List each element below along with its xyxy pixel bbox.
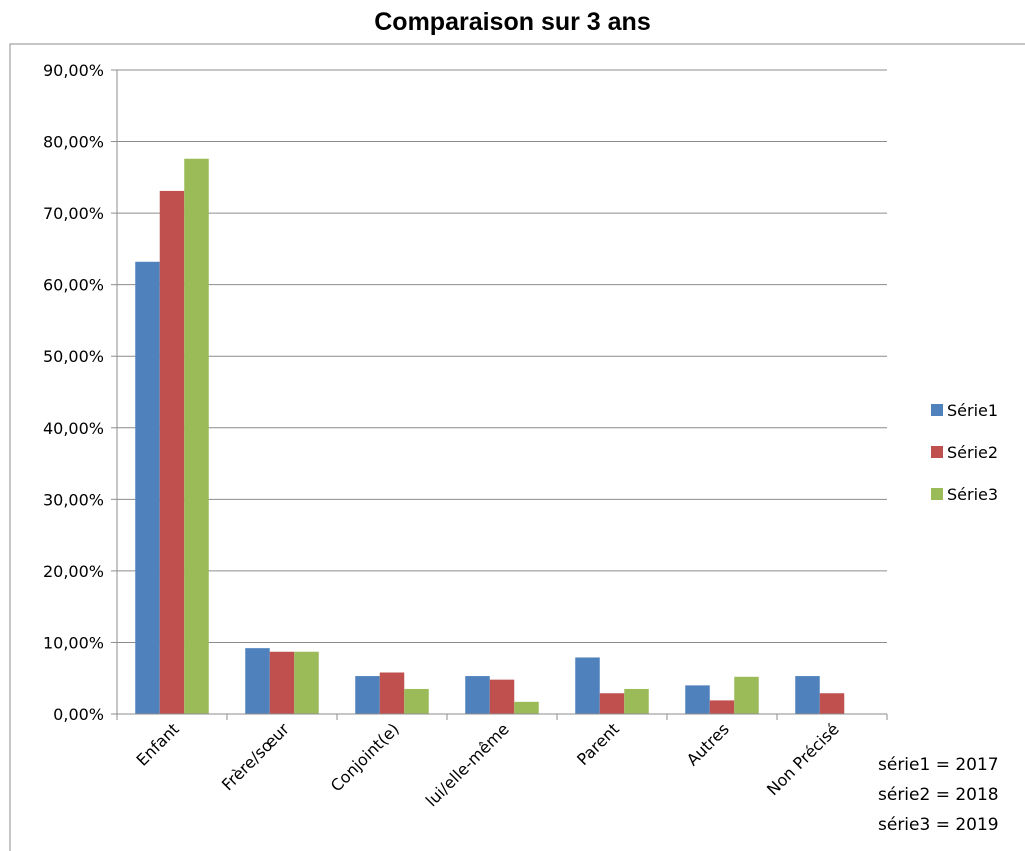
series-note: série3 = 2019 (878, 815, 999, 835)
bar-srie2-2 (379, 672, 405, 714)
y-tick-labels: 0,00% 10,00% 20,00% 30,00% 40,00% 50,00% 60,00… (43, 61, 104, 724)
y-tick-label: 40,00% (43, 419, 104, 438)
bar-srie2-4 (599, 693, 625, 714)
legend-label: Série1 (947, 401, 998, 420)
bar-srie2-6 (819, 693, 845, 714)
bar-srie3-3 (514, 701, 539, 714)
bar-srie2-0 (159, 190, 185, 714)
bar-srie1-1 (245, 648, 270, 714)
bar-srie3-5 (734, 676, 759, 714)
axes (111, 69, 888, 720)
x-category-label: Enfant (133, 719, 183, 769)
bar-srie3-2 (404, 688, 429, 714)
y-tick-label: 10,00% (43, 633, 104, 652)
x-category-label: Autres (683, 719, 733, 769)
x-category-label: Conjoint(e) (327, 719, 403, 795)
bar-srie2-3 (489, 679, 515, 714)
y-tick-label: 0,00% (53, 705, 104, 724)
bar-srie1-2 (355, 676, 380, 714)
legend: Série1 Série2 Série3 (931, 401, 998, 504)
chart-title: Comparaison sur 3 ans (374, 8, 651, 36)
bars (135, 158, 845, 714)
y-tick-label: 60,00% (43, 276, 104, 295)
x-category-label: Frère/sœur (218, 719, 293, 794)
y-tick-label: 90,00% (43, 61, 104, 80)
gridlines (117, 69, 887, 643)
series-note: série1 = 2017 (878, 755, 999, 775)
legend-swatch (931, 446, 943, 458)
x-category-label: Non Précisé (763, 719, 843, 799)
bar-srie1-5 (685, 685, 710, 714)
bar-srie3-0 (184, 158, 209, 714)
y-tick-label: 80,00% (43, 133, 104, 152)
series-note: série2 = 2018 (878, 785, 999, 805)
x-category-labels: Enfant Frère/sœur Conjoint(e) lui/elle-même… (133, 719, 843, 810)
bar-srie1-4 (575, 657, 600, 714)
series-notes: série1 = 2017 série2 = 2018 série3 = 2019 (878, 755, 999, 835)
bar-srie3-4 (624, 688, 649, 714)
legend-swatch (931, 488, 943, 500)
bar-srie2-1 (269, 651, 295, 714)
legend-label: Série2 (947, 443, 998, 462)
bar-srie1-0 (135, 261, 160, 714)
y-tick-label: 30,00% (43, 490, 104, 509)
bar-srie1-3 (465, 676, 490, 714)
bar-srie3-1 (294, 651, 319, 714)
y-tick-label: 20,00% (43, 562, 104, 581)
chart-frame (9, 43, 1025, 851)
legend-swatch (931, 404, 943, 416)
x-category-label: lui/elle-même (422, 719, 513, 810)
bar-srie2-5 (709, 700, 735, 714)
y-tick-label: 70,00% (43, 204, 104, 223)
y-tick-label: 50,00% (43, 347, 104, 366)
bar-srie1-6 (795, 676, 820, 714)
legend-label: Série3 (947, 485, 998, 504)
x-category-label: Parent (573, 719, 623, 769)
